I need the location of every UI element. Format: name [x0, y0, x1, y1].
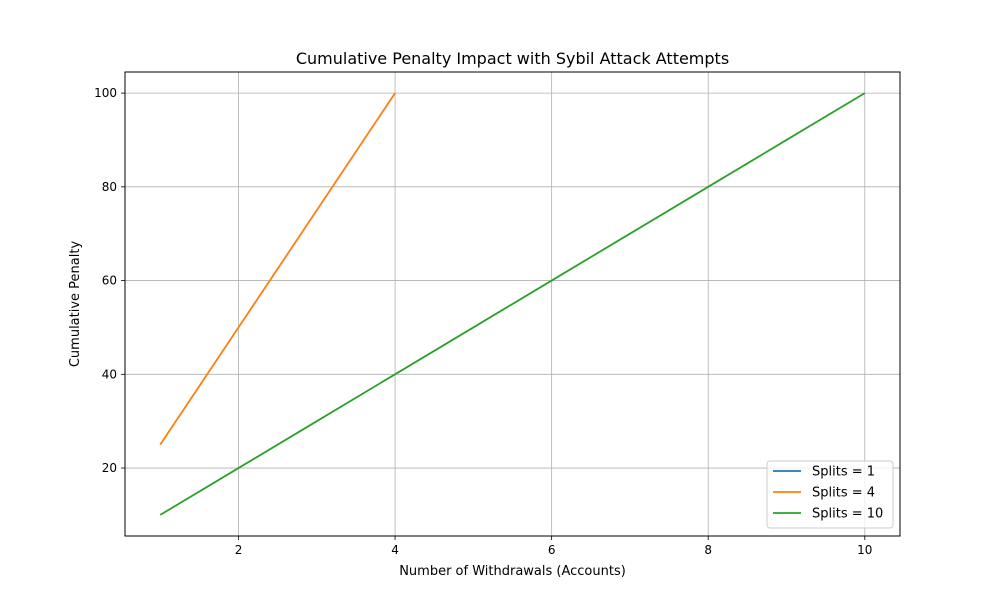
- legend: Splits = 1 Splits = 4 Splits = 10: [766, 460, 894, 529]
- legend-label-1: Splits = 1: [812, 465, 875, 480]
- legend-frame: [766, 460, 894, 529]
- x-axis-label: Number of Withdrawals (Accounts): [399, 564, 626, 579]
- series-layer: [159, 92, 866, 516]
- series-line-2: [159, 92, 396, 446]
- ticks: 2 4 6 8 10 20 40 60 80 100: [94, 86, 872, 557]
- series-line-3: [159, 92, 866, 516]
- x-tick-label: 4: [391, 543, 399, 557]
- x-tick-label: 8: [704, 543, 712, 557]
- y-tick-label: 80: [102, 180, 117, 194]
- grid: [125, 72, 900, 536]
- x-tick-label: 6: [548, 543, 556, 557]
- y-tick-label: 60: [102, 274, 117, 288]
- legend-label-3: Splits = 10: [812, 507, 883, 522]
- y-tick-label: 100: [94, 86, 117, 100]
- x-tick-label: 2: [235, 543, 243, 557]
- chart-title: Cumulative Penalty Impact with Sybil Att…: [296, 49, 729, 68]
- y-axis-label: Cumulative Penalty: [68, 241, 83, 368]
- legend-label-2: Splits = 4: [812, 486, 875, 501]
- y-tick-label: 40: [102, 367, 117, 381]
- x-tick-label: 10: [857, 543, 872, 557]
- y-tick-label: 20: [102, 461, 117, 475]
- plot-frame: [124, 71, 901, 537]
